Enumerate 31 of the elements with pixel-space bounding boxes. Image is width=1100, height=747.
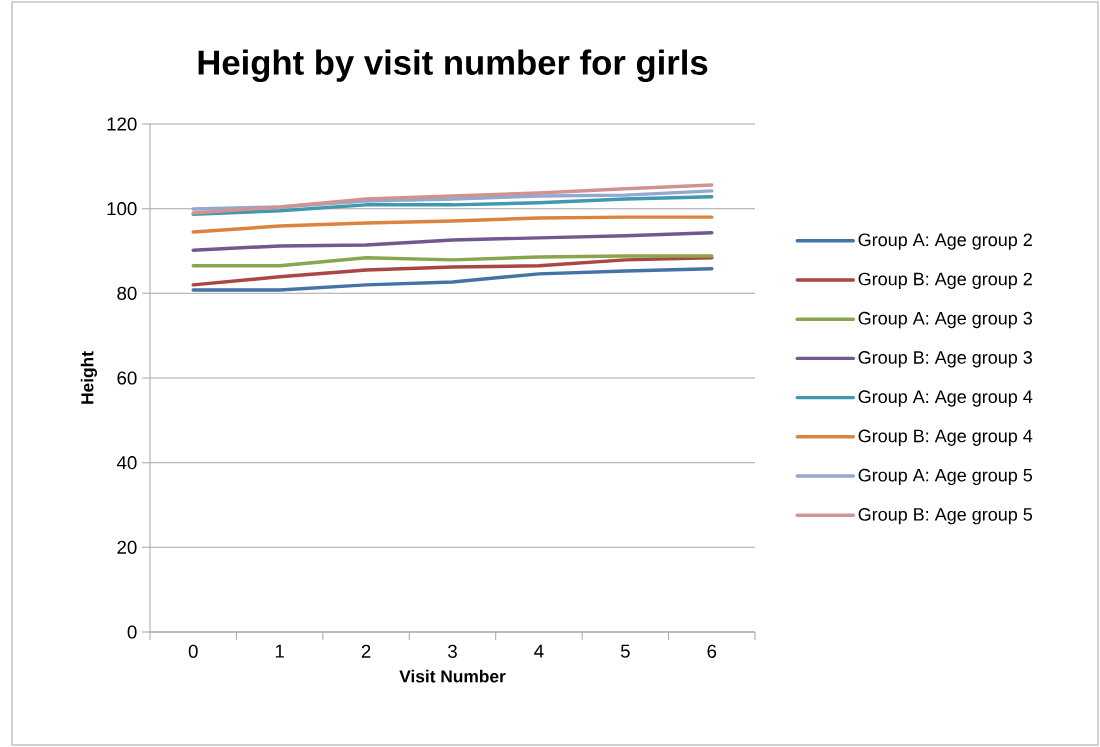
legend-label: Group B: Age group 5 bbox=[858, 508, 1033, 525]
line-series bbox=[191, 231, 714, 252]
y-tick-label: 100 bbox=[107, 202, 137, 216]
x-tick-label: 5 bbox=[620, 644, 630, 658]
line-series bbox=[191, 215, 714, 234]
legend-label: Group A: Age group 2 bbox=[858, 233, 1032, 250]
line-series bbox=[191, 256, 714, 287]
legend-label: Group B: Age group 2 bbox=[858, 272, 1032, 289]
y-axis-title: Height bbox=[80, 351, 97, 404]
x-tick-label: 2 bbox=[361, 644, 371, 658]
y-tick-label: 80 bbox=[117, 286, 137, 300]
x-tick-label: 0 bbox=[188, 644, 198, 658]
x-tick-label: 3 bbox=[448, 644, 457, 658]
line-series bbox=[191, 267, 714, 292]
x-axis-title: Visit Number bbox=[399, 669, 506, 683]
legend-label: Group B: Age group 3 bbox=[858, 351, 1032, 368]
line-series bbox=[191, 195, 714, 216]
y-tick-label: 20 bbox=[117, 540, 137, 554]
legend-label: Group A: Age group 3 bbox=[858, 311, 1032, 329]
x-tick-label: 6 bbox=[707, 644, 717, 658]
legend-label: Group A: Age group 5 bbox=[858, 468, 1033, 486]
x-tick-label: 4 bbox=[534, 644, 544, 658]
y-tick-label: 60 bbox=[117, 371, 137, 385]
y-tick-label: 40 bbox=[116, 456, 137, 470]
x-tick-label: 1 bbox=[275, 644, 284, 658]
legend-label: Group B: Age group 4 bbox=[858, 429, 1033, 446]
chart-title: Height by visit number for girls bbox=[198, 49, 708, 82]
line-series bbox=[191, 254, 714, 268]
legend-label: Group A: Age group 4 bbox=[858, 390, 1033, 407]
y-tick-label: 0 bbox=[127, 625, 137, 639]
y-tick-label: 120 bbox=[107, 117, 137, 131]
